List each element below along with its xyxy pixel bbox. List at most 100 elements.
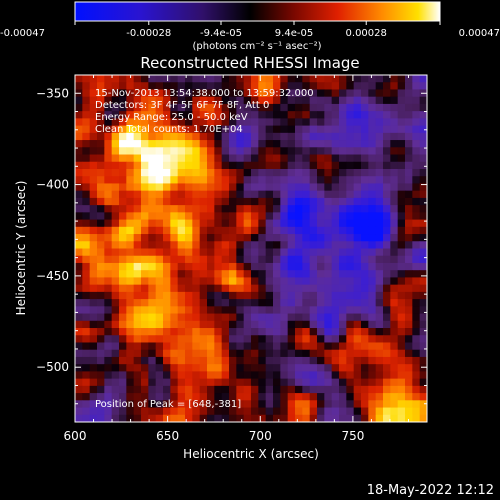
heatmap-cell xyxy=(82,212,91,220)
heatmap-cell xyxy=(148,111,157,119)
heatmap-cell xyxy=(192,234,201,242)
heatmap-cell xyxy=(89,277,98,286)
heatmap-cell xyxy=(317,96,325,105)
heatmap-cell xyxy=(89,328,98,336)
heatmap-cell xyxy=(185,241,193,249)
heatmap-cell xyxy=(251,364,259,372)
heatmap-cell xyxy=(207,248,215,257)
heatmap-cell xyxy=(331,147,340,155)
heatmap-cell xyxy=(236,277,245,286)
heatmap-cell xyxy=(412,378,421,387)
heatmap-cell xyxy=(243,356,252,365)
heatmap-cell xyxy=(265,371,274,380)
heatmap-cell xyxy=(280,125,289,134)
heatmap-cell xyxy=(82,205,91,213)
heatmap-cell xyxy=(163,291,171,300)
heatmap-cell xyxy=(148,140,157,148)
heatmap-cell xyxy=(155,284,164,293)
heatmap-cell xyxy=(383,234,391,242)
heatmap-cell xyxy=(221,190,230,199)
heatmap-cell xyxy=(309,313,318,322)
heatmap-cell xyxy=(368,291,377,300)
heatmap-cell xyxy=(199,270,208,278)
heatmap-cell xyxy=(412,248,421,257)
heatmap-cell xyxy=(405,407,413,416)
heatmap-cell xyxy=(111,313,120,322)
heatmap-cell xyxy=(141,161,149,170)
heatmap-cell xyxy=(390,364,399,372)
heatmap-cell xyxy=(331,212,340,220)
heatmap-cell xyxy=(133,219,142,228)
heatmap-cell xyxy=(199,328,208,336)
heatmap-cell xyxy=(243,364,252,372)
heatmap-cell xyxy=(199,393,208,401)
heatmap-cell xyxy=(302,132,311,141)
heatmap-cell xyxy=(309,75,318,83)
heatmap-cell xyxy=(295,176,303,184)
heatmap-cell xyxy=(104,161,113,170)
heatmap-cell xyxy=(280,320,289,329)
heatmap-cell xyxy=(243,103,252,112)
heatmap-cell xyxy=(405,291,413,300)
heatmap-cell xyxy=(119,270,127,278)
heatmap-cell xyxy=(419,226,428,235)
heatmap-cell xyxy=(368,219,377,228)
heatmap-cell xyxy=(287,219,296,228)
heatmap-cell xyxy=(163,371,171,380)
heatmap-cell xyxy=(302,75,311,83)
heatmap-cell xyxy=(214,168,223,177)
heatmap-cell xyxy=(280,378,289,387)
heatmap-cell xyxy=(133,111,142,119)
heatmap-cell xyxy=(346,356,355,365)
heatmap-cell xyxy=(177,82,186,90)
heatmap-cell xyxy=(273,111,281,119)
heatmap-cell xyxy=(170,335,179,343)
heatmap-cell xyxy=(397,96,406,105)
heatmap-cell xyxy=(133,364,142,372)
heatmap-cell xyxy=(97,400,105,408)
heatmap-cell xyxy=(155,291,164,300)
heatmap-cell xyxy=(280,154,289,163)
heatmap-cell xyxy=(119,277,127,286)
heatmap-cell xyxy=(405,176,413,184)
heatmap-cell xyxy=(126,320,135,329)
heatmap-cell xyxy=(317,234,325,242)
heatmap-cell xyxy=(287,364,296,372)
heatmap-cell xyxy=(148,103,157,112)
heatmap-cell xyxy=(229,125,237,134)
heatmap-cell xyxy=(280,168,289,177)
heatmap-cell xyxy=(287,154,296,163)
heatmap-cell xyxy=(170,125,179,134)
heatmap-cell xyxy=(207,147,215,155)
heatmap-cell xyxy=(273,132,281,141)
heatmap-cell xyxy=(82,400,91,408)
heatmap-cell xyxy=(141,75,149,83)
heatmap-cell xyxy=(104,132,113,141)
heatmap-cell xyxy=(273,197,281,206)
heatmap-cell xyxy=(221,299,230,307)
heatmap-cell xyxy=(346,262,355,271)
heatmap-cell xyxy=(199,176,208,184)
heatmap-cell xyxy=(390,284,399,293)
heatmap-cell xyxy=(317,349,325,358)
heatmap-cell xyxy=(75,364,83,372)
heatmap-cell xyxy=(155,371,164,380)
heatmap-cell xyxy=(163,103,171,112)
heatmap-cell xyxy=(89,82,98,90)
heatmap-cell xyxy=(397,154,406,163)
heatmap-cell xyxy=(89,356,98,365)
heatmap-cell xyxy=(412,255,421,264)
heatmap-cell xyxy=(397,219,406,228)
heatmap-cell xyxy=(119,248,127,257)
heatmap-cell xyxy=(185,234,193,242)
heatmap-cell xyxy=(258,176,267,184)
heatmap-cell xyxy=(229,255,237,264)
heatmap-cell xyxy=(361,291,369,300)
heatmap-cell xyxy=(317,125,325,134)
heatmap-cell xyxy=(207,176,215,184)
heatmap-cell xyxy=(155,342,164,351)
heatmap-cell xyxy=(251,320,259,329)
heatmap-cell xyxy=(324,262,333,271)
heatmap-cell xyxy=(177,313,186,322)
heatmap-cell xyxy=(258,75,267,83)
